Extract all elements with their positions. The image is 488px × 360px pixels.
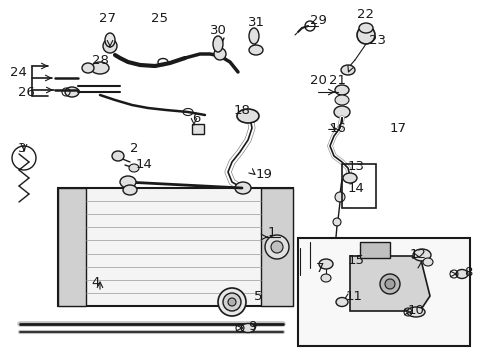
Text: 5: 5: [253, 289, 262, 302]
Ellipse shape: [412, 249, 430, 261]
Text: 4: 4: [92, 275, 100, 288]
Text: 22: 22: [356, 8, 373, 21]
Bar: [58, 188, 292, 306]
Bar: [341, 164, 375, 208]
Text: 24: 24: [10, 66, 26, 78]
Text: 16: 16: [329, 122, 346, 135]
Ellipse shape: [406, 307, 424, 317]
Text: 10: 10: [407, 303, 424, 316]
Ellipse shape: [248, 45, 263, 55]
Text: 18: 18: [233, 104, 250, 117]
Ellipse shape: [235, 182, 250, 194]
Ellipse shape: [318, 259, 332, 269]
Circle shape: [379, 274, 399, 294]
Text: 26: 26: [18, 86, 34, 99]
Circle shape: [227, 298, 236, 306]
Text: 1: 1: [267, 225, 276, 238]
Ellipse shape: [120, 176, 136, 188]
Bar: [359, 242, 389, 258]
Text: 31: 31: [247, 15, 264, 28]
Text: 14: 14: [135, 158, 152, 171]
Ellipse shape: [65, 87, 79, 97]
Text: 13: 13: [347, 159, 364, 172]
Circle shape: [264, 235, 288, 259]
Ellipse shape: [342, 173, 356, 183]
Text: 2: 2: [129, 141, 138, 154]
Circle shape: [356, 26, 374, 44]
Ellipse shape: [241, 324, 254, 333]
Text: 3: 3: [18, 141, 26, 154]
Text: 21: 21: [329, 73, 346, 86]
Circle shape: [384, 279, 394, 289]
Text: 6: 6: [191, 112, 200, 125]
Ellipse shape: [123, 185, 137, 195]
Text: 9: 9: [247, 320, 256, 333]
Ellipse shape: [333, 106, 349, 118]
Ellipse shape: [91, 62, 109, 74]
Ellipse shape: [340, 65, 354, 75]
Ellipse shape: [248, 28, 259, 44]
Ellipse shape: [358, 23, 372, 33]
Text: 12: 12: [408, 248, 426, 261]
Ellipse shape: [112, 151, 124, 161]
Circle shape: [218, 288, 245, 316]
Ellipse shape: [129, 164, 139, 172]
Text: 15: 15: [347, 253, 364, 266]
Text: 27: 27: [98, 12, 115, 24]
Text: 19: 19: [255, 168, 272, 181]
Ellipse shape: [455, 270, 467, 279]
Polygon shape: [349, 256, 429, 311]
Ellipse shape: [334, 85, 348, 95]
Text: 17: 17: [389, 122, 406, 135]
Ellipse shape: [320, 274, 330, 282]
Bar: [192, 124, 203, 134]
Text: 7: 7: [315, 261, 324, 274]
Text: 23: 23: [369, 33, 386, 46]
Text: 30: 30: [209, 23, 226, 36]
Text: 11: 11: [345, 289, 362, 302]
Circle shape: [214, 48, 225, 60]
Text: 29: 29: [309, 13, 326, 27]
Circle shape: [334, 192, 345, 202]
Bar: [297, 238, 469, 346]
Ellipse shape: [213, 36, 223, 52]
Text: 25: 25: [151, 12, 168, 24]
Ellipse shape: [82, 63, 94, 73]
Circle shape: [223, 293, 241, 311]
Text: 14: 14: [347, 181, 364, 194]
Text: 20: 20: [309, 73, 326, 86]
Ellipse shape: [105, 33, 115, 47]
Circle shape: [103, 39, 117, 53]
Ellipse shape: [335, 297, 347, 306]
Bar: [58, 188, 86, 306]
Text: 8: 8: [463, 266, 471, 279]
Ellipse shape: [334, 95, 348, 105]
Ellipse shape: [237, 109, 259, 123]
Text: 28: 28: [91, 54, 108, 67]
Bar: [261, 188, 292, 306]
Ellipse shape: [422, 258, 432, 266]
Circle shape: [332, 218, 340, 226]
Circle shape: [270, 241, 283, 253]
